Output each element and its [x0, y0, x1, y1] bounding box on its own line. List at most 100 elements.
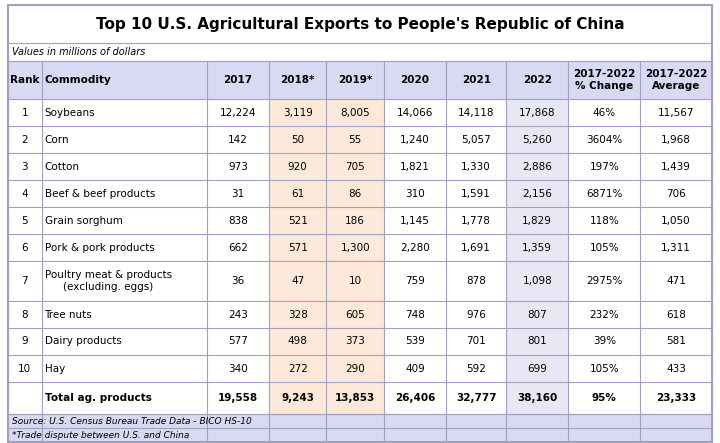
Bar — [8, 414, 712, 428]
Bar — [568, 153, 640, 180]
Text: 2017-2022
Average: 2017-2022 Average — [645, 69, 707, 91]
Bar — [269, 99, 326, 126]
Text: 1,359: 1,359 — [522, 242, 552, 253]
Text: 11,567: 11,567 — [658, 108, 694, 117]
Bar — [326, 301, 384, 328]
Text: 232%: 232% — [590, 310, 619, 319]
Bar — [384, 261, 446, 301]
Bar — [640, 99, 712, 126]
Bar — [326, 382, 384, 414]
Bar — [446, 301, 506, 328]
Bar — [8, 261, 42, 301]
Bar — [326, 153, 384, 180]
Text: 706: 706 — [666, 189, 686, 198]
Bar — [269, 126, 326, 153]
Text: 8: 8 — [22, 310, 28, 319]
Text: Values in millions of dollars: Values in millions of dollars — [12, 47, 145, 57]
Bar — [640, 301, 712, 328]
Bar — [8, 428, 712, 442]
Text: 3,119: 3,119 — [283, 108, 312, 117]
Bar — [568, 207, 640, 234]
Bar — [446, 99, 506, 126]
Bar — [506, 355, 568, 382]
Bar — [384, 207, 446, 234]
Text: 197%: 197% — [590, 162, 619, 171]
Bar — [8, 61, 712, 99]
Bar — [384, 355, 446, 382]
Text: 13,853: 13,853 — [335, 393, 375, 403]
Bar — [269, 355, 326, 382]
Bar — [640, 382, 712, 414]
Text: Commodity: Commodity — [45, 75, 112, 85]
Text: 5: 5 — [22, 215, 28, 225]
Text: 498: 498 — [288, 337, 307, 346]
Bar — [8, 153, 42, 180]
Text: 1: 1 — [22, 108, 28, 117]
Bar — [207, 153, 269, 180]
Bar — [446, 180, 506, 207]
Text: 14,066: 14,066 — [397, 108, 433, 117]
Text: 1,691: 1,691 — [462, 242, 491, 253]
Bar — [8, 207, 42, 234]
Text: 142: 142 — [228, 135, 248, 144]
Bar — [506, 180, 568, 207]
Text: 290: 290 — [346, 364, 365, 373]
Bar — [506, 261, 568, 301]
Text: 699: 699 — [527, 364, 547, 373]
Bar — [506, 153, 568, 180]
Bar — [568, 261, 640, 301]
Bar — [42, 382, 207, 414]
Bar — [446, 355, 506, 382]
Bar — [640, 261, 712, 301]
Text: 701: 701 — [467, 337, 486, 346]
Text: 2,886: 2,886 — [522, 162, 552, 171]
Text: 105%: 105% — [590, 364, 619, 373]
Text: 38,160: 38,160 — [517, 393, 557, 403]
Bar — [8, 234, 42, 261]
Bar — [42, 234, 207, 261]
Text: 2020: 2020 — [400, 75, 430, 85]
Text: 1,311: 1,311 — [661, 242, 691, 253]
Text: 186: 186 — [346, 215, 365, 225]
Text: 243: 243 — [228, 310, 248, 319]
Bar — [8, 180, 42, 207]
Text: 878: 878 — [466, 276, 486, 286]
Bar — [506, 328, 568, 355]
Bar — [8, 99, 42, 126]
Bar — [568, 355, 640, 382]
Bar — [8, 126, 42, 153]
Text: 2018*: 2018* — [281, 75, 315, 85]
Text: 6871%: 6871% — [586, 189, 622, 198]
Text: 5,260: 5,260 — [522, 135, 552, 144]
Text: 61: 61 — [291, 189, 305, 198]
Bar — [384, 126, 446, 153]
Text: 328: 328 — [288, 310, 307, 319]
Text: 105%: 105% — [590, 242, 619, 253]
Text: 23,333: 23,333 — [656, 393, 696, 403]
Text: 272: 272 — [288, 364, 307, 373]
Text: 759: 759 — [405, 276, 425, 286]
Bar — [640, 180, 712, 207]
Bar — [207, 180, 269, 207]
Text: 973: 973 — [228, 162, 248, 171]
Text: 50: 50 — [291, 135, 305, 144]
Text: 1,829: 1,829 — [522, 215, 552, 225]
Text: 705: 705 — [346, 162, 365, 171]
Text: 9: 9 — [22, 337, 28, 346]
Bar — [326, 126, 384, 153]
Text: 32,777: 32,777 — [456, 393, 497, 403]
Text: 838: 838 — [228, 215, 248, 225]
Bar — [207, 207, 269, 234]
Bar — [568, 180, 640, 207]
Bar — [568, 301, 640, 328]
Text: 592: 592 — [466, 364, 486, 373]
Bar — [207, 382, 269, 414]
Bar — [446, 153, 506, 180]
Text: 521: 521 — [288, 215, 307, 225]
Text: 2,280: 2,280 — [400, 242, 430, 253]
Bar — [384, 153, 446, 180]
Bar — [384, 99, 446, 126]
Bar — [640, 207, 712, 234]
Bar — [42, 153, 207, 180]
Bar — [207, 261, 269, 301]
